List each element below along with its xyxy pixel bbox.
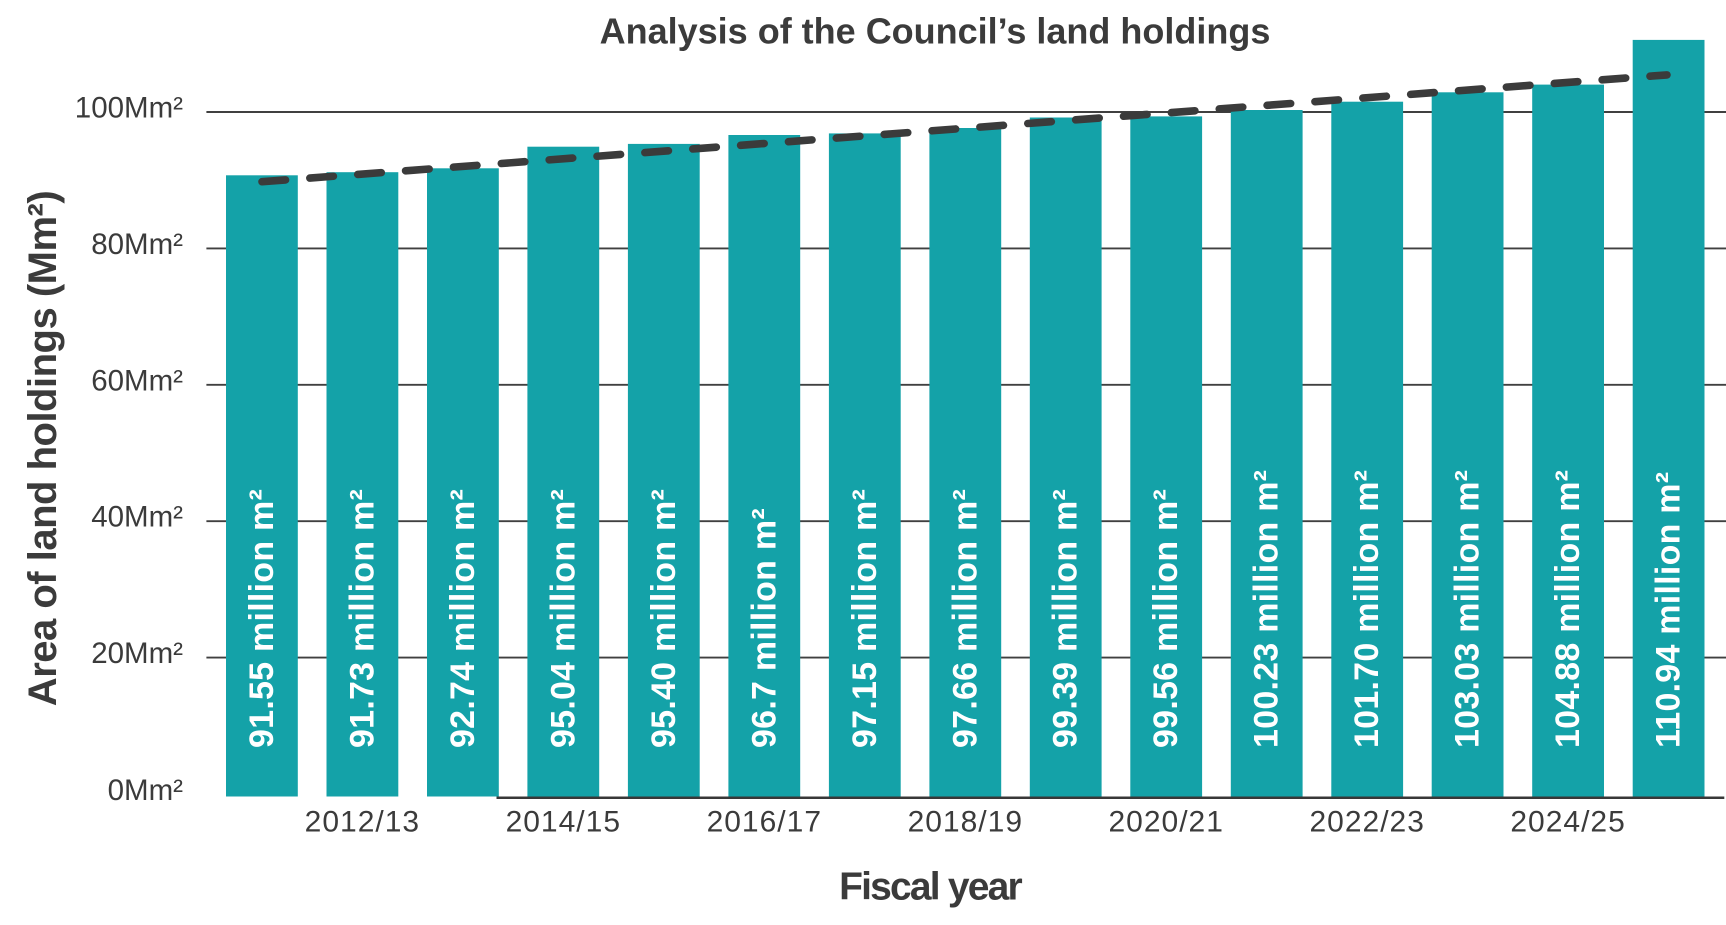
svg-text:99.39 million m²: 99.39 million m²: [1047, 489, 1085, 748]
svg-text:2020/21: 2020/21: [1108, 806, 1223, 839]
svg-text:Area of land holdings (Mm²): Area of land holdings (Mm²): [21, 191, 65, 706]
svg-text:20Mm²: 20Mm²: [91, 637, 183, 670]
svg-text:95.04 million m²: 95.04 million m²: [544, 489, 582, 748]
svg-text:Analysis of the Council’s land: Analysis of the Council’s land holdings: [600, 10, 1271, 51]
svg-text:104.88 million m²: 104.88 million m²: [1549, 470, 1587, 748]
svg-text:2016/17: 2016/17: [707, 806, 822, 839]
svg-text:80Mm²: 80Mm²: [91, 228, 183, 261]
svg-text:97.66 million m²: 97.66 million m²: [946, 489, 984, 748]
svg-text:Fiscal year: Fiscal year: [839, 866, 1022, 909]
svg-text:96.7 million m²: 96.7 million m²: [745, 508, 783, 748]
svg-text:2018/19: 2018/19: [908, 806, 1023, 839]
svg-text:100Mm²: 100Mm²: [75, 92, 183, 125]
svg-text:60Mm²: 60Mm²: [91, 364, 183, 397]
svg-text:100.23 million m²: 100.23 million m²: [1248, 470, 1286, 748]
svg-text:2012/13: 2012/13: [305, 806, 420, 839]
svg-text:2014/15: 2014/15: [506, 806, 621, 839]
svg-text:2022/23: 2022/23: [1309, 806, 1424, 839]
svg-text:103.03 million m²: 103.03 million m²: [1449, 470, 1487, 748]
svg-text:92.74 million m²: 92.74 million m²: [444, 489, 482, 748]
svg-text:40Mm²: 40Mm²: [91, 501, 183, 534]
svg-text:110.94 million m²: 110.94 million m²: [1650, 472, 1688, 748]
svg-text:2024/25: 2024/25: [1510, 806, 1625, 839]
svg-text:91.73 million m²: 91.73 million m²: [343, 489, 381, 748]
svg-text:95.40 million m²: 95.40 million m²: [645, 489, 683, 748]
svg-text:0Mm²: 0Mm²: [108, 774, 184, 807]
svg-text:99.56 million m²: 99.56 million m²: [1147, 489, 1185, 748]
svg-text:101.70 million m²: 101.70 million m²: [1348, 470, 1386, 748]
svg-text:91.55 million m²: 91.55 million m²: [243, 489, 281, 748]
svg-text:97.15 million m²: 97.15 million m²: [846, 489, 884, 748]
